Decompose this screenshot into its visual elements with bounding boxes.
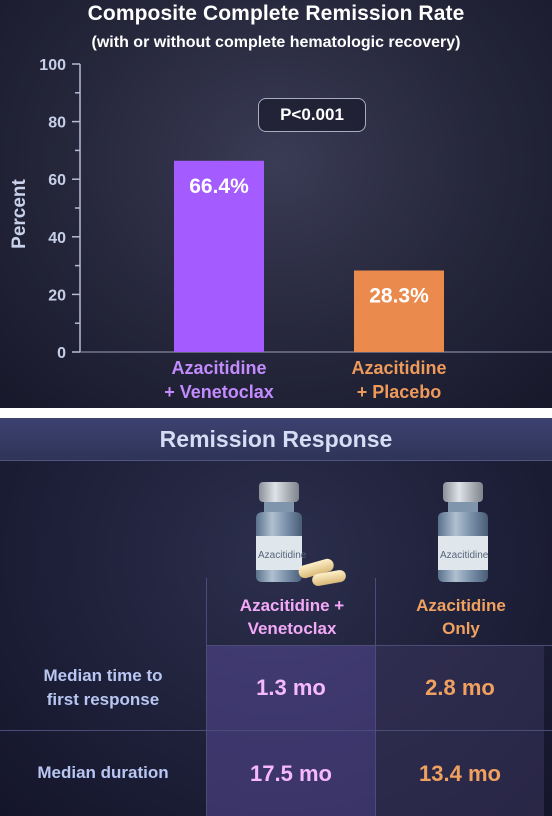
y-tick-label: 80: [48, 115, 66, 132]
grid-line: [206, 645, 552, 646]
column-header-line: Azacitidine: [416, 596, 506, 615]
y-axis: 0 20 40 60 80 100: [39, 57, 552, 362]
column-header-line: Azacitidine +: [239, 596, 345, 615]
table-cell: 17.5 mo: [207, 731, 375, 816]
grid-line: [375, 578, 376, 816]
vial-icon: Azacitidine: [438, 482, 489, 582]
table-cell: 1.3 mo: [207, 646, 375, 730]
column-header-venetoclax: Azacitidine + Venetoclax: [209, 594, 375, 640]
bar-value-label: 28.3%: [369, 284, 429, 307]
column-header-line: Venetoclax: [247, 619, 337, 638]
vial-label: Azacitidine: [258, 550, 307, 561]
category-label-line: Azacitidine: [351, 358, 447, 378]
bar-chart: 0 20 40 60 80 100 66.4% 28.3%: [39, 57, 552, 362]
vial-label: Azacitidine: [440, 550, 489, 561]
p-value-annotation: P<0.001: [258, 98, 366, 132]
y-tick-label: 100: [39, 57, 66, 74]
bar-value-label: 66.4%: [189, 175, 249, 198]
column-header-line: Only: [442, 619, 480, 638]
category-label-line: Azacitidine: [171, 358, 267, 378]
category-label-venetoclax: Azacitidine + Venetoclax: [134, 356, 304, 404]
category-label-placebo: Azacitidine + Placebo: [314, 356, 484, 404]
remission-table-panel: Remission Response Azacitidine: [0, 418, 552, 816]
row-header-median-duration: Median duration: [0, 730, 206, 816]
row-header-time-to-response: Median time to first response: [0, 646, 206, 730]
chart-title: Composite Complete Remission Rate: [87, 2, 465, 25]
table-cell: 2.8 mo: [376, 646, 544, 730]
chart-panel: 0 20 40 60 80 100 66.4% 28.3% Composite Comple…: [0, 0, 552, 408]
vial-with-capsules-icon: Azacitidine: [256, 482, 346, 586]
row-header-line: Median time to: [43, 666, 163, 685]
y-tick-label: 40: [48, 230, 66, 247]
bar-0: [174, 160, 264, 352]
y-tick-label: 20: [48, 287, 66, 304]
y-tick-label: 0: [57, 345, 66, 362]
y-axis-label: Percent: [9, 179, 30, 249]
y-tick-label: 60: [48, 172, 66, 189]
table-title: Remission Response: [0, 418, 552, 461]
bars: [174, 160, 444, 352]
category-label-line: + Placebo: [356, 382, 442, 402]
column-header-azacitidine-only: Azacitidine Only: [378, 594, 544, 640]
row-header-line: first response: [46, 690, 160, 709]
row-header-line: Median duration: [37, 763, 169, 782]
table-cell: 13.4 mo: [376, 731, 544, 816]
bar-value-labels: 66.4% 28.3%: [189, 175, 429, 308]
bar-1: [354, 270, 444, 352]
grid-line: [206, 578, 207, 816]
chart-subtitle: (with or without complete hematologic re…: [91, 34, 461, 51]
grid-line: [0, 730, 552, 731]
category-label-line: + Venetoclax: [164, 382, 274, 402]
